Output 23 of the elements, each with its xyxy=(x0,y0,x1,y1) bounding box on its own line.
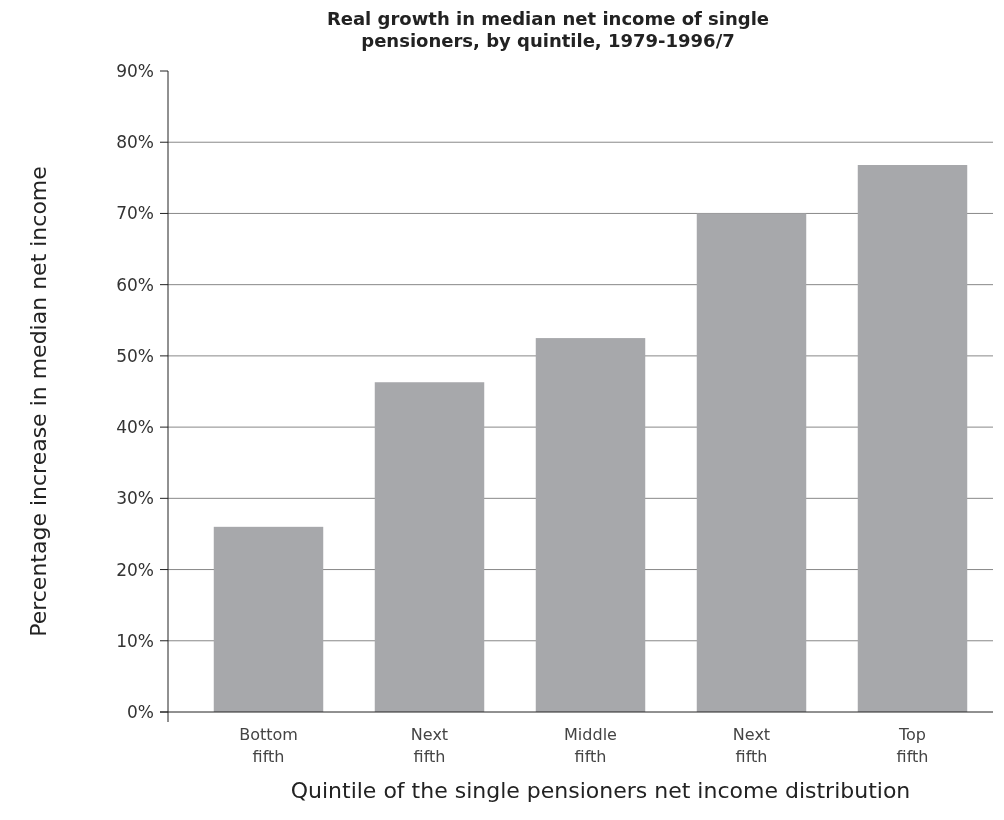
x-tick-label: Middle fifth xyxy=(564,725,617,766)
x-tick-label: Next fifth xyxy=(732,725,771,766)
chart-title: Real growth in median net income of single pensioners, by quintile, 1979-1996/7 xyxy=(325,8,771,52)
y-tick-label: 10% xyxy=(116,630,154,651)
x-tick-label: Bottom fifth xyxy=(239,725,298,766)
y-tick-label: 60% xyxy=(116,274,154,295)
bar xyxy=(535,338,646,712)
x-axis-title: Quintile of the single pensioners net income distribution xyxy=(290,778,911,803)
bar xyxy=(696,213,807,712)
y-axis-title: Percentage increase in median net income xyxy=(26,166,51,637)
y-tick-label: 30% xyxy=(116,488,154,509)
x-tick-label: Next fifth xyxy=(410,725,449,766)
y-tick-label: 70% xyxy=(116,203,154,224)
y-tick-label: 80% xyxy=(116,132,154,153)
y-tick-label: 50% xyxy=(116,345,154,366)
y-tick-label: 20% xyxy=(116,559,154,580)
y-tick-label: 0% xyxy=(127,701,154,722)
bar xyxy=(374,382,485,712)
bar xyxy=(857,165,968,712)
bar xyxy=(213,526,324,712)
x-tick-label: Top fifth xyxy=(896,725,929,766)
y-tick-label: 40% xyxy=(116,417,154,438)
y-tick-label: 90% xyxy=(116,60,154,81)
